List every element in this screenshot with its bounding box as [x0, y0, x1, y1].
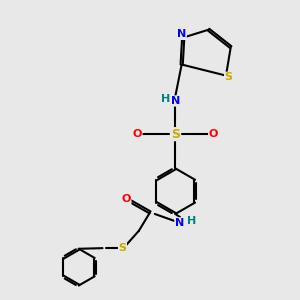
Text: S: S [118, 243, 127, 253]
Text: S: S [224, 72, 232, 82]
Text: H: H [161, 94, 170, 104]
Text: N: N [177, 29, 186, 39]
Text: O: O [133, 129, 142, 139]
Text: O: O [122, 194, 131, 204]
Text: O: O [208, 129, 218, 139]
Text: N: N [175, 218, 184, 228]
Text: H: H [187, 216, 196, 226]
Text: S: S [171, 128, 180, 141]
Text: N: N [171, 96, 180, 106]
